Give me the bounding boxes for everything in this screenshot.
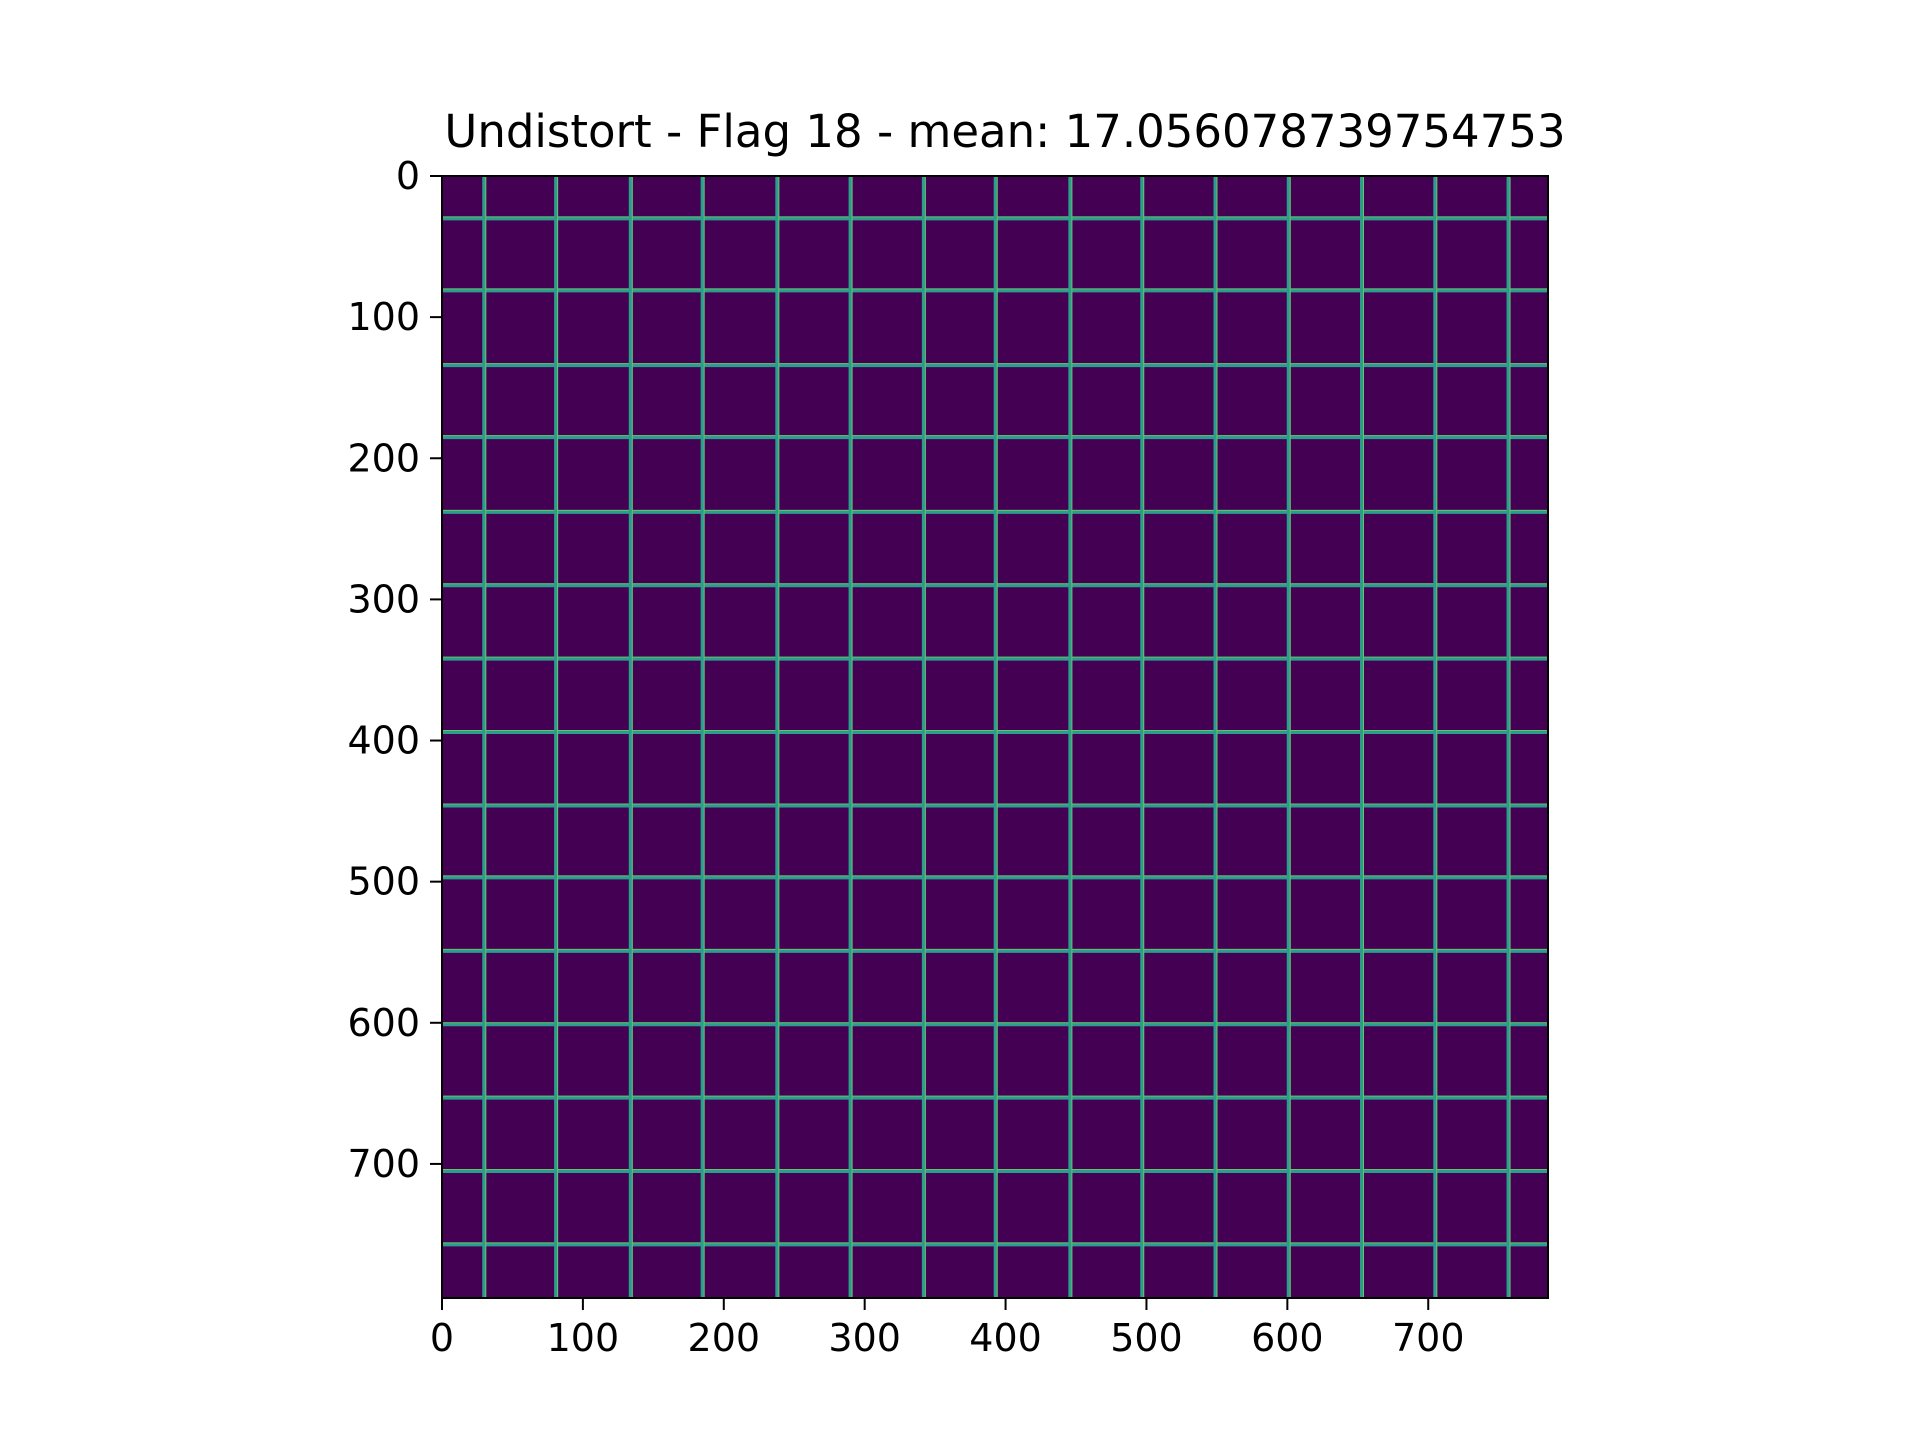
x-tick-label: 0 <box>430 1316 454 1360</box>
y-tick-label: 500 <box>347 860 420 904</box>
y-tick-label: 400 <box>347 719 420 763</box>
chart-title: Undistort - Flag 18 - mean: 17.056078739… <box>444 105 1565 158</box>
x-tick-label: 400 <box>969 1316 1042 1360</box>
y-tick-label: 600 <box>347 1001 420 1045</box>
plot-area <box>441 175 1549 1299</box>
y-tick-label: 700 <box>347 1142 420 1186</box>
x-tick-label: 500 <box>1110 1316 1183 1360</box>
x-tick-label: 200 <box>688 1316 761 1360</box>
x-tick-label: 100 <box>547 1316 620 1360</box>
x-axis: 0 100 200 300 400 500 600 700 <box>430 1298 1465 1360</box>
plot-frame <box>441 175 1549 1299</box>
y-tick-label: 300 <box>347 577 420 621</box>
y-tick-label: 200 <box>347 436 420 480</box>
y-tick-label: 0 <box>396 154 420 198</box>
x-tick-label: 600 <box>1251 1316 1324 1360</box>
y-tick-label: 100 <box>347 295 420 339</box>
x-tick-label: 300 <box>828 1316 901 1360</box>
x-tick-label: 700 <box>1392 1316 1465 1360</box>
y-axis: 0 100 200 300 400 500 600 700 <box>347 154 442 1186</box>
